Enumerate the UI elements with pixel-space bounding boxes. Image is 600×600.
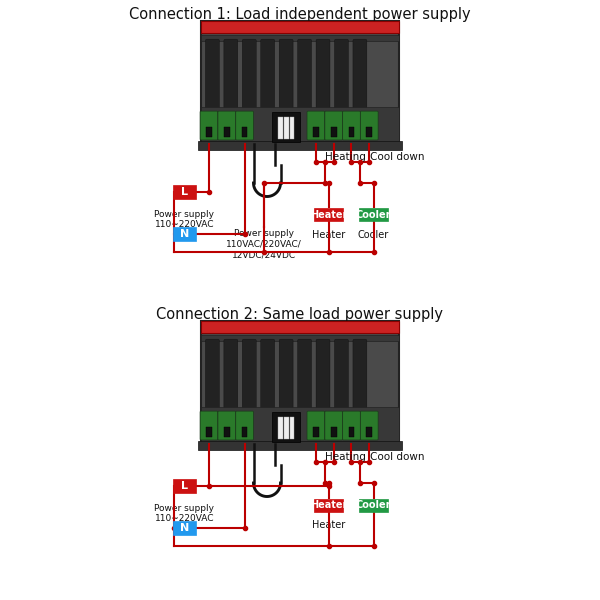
FancyBboxPatch shape <box>353 339 367 409</box>
Text: Connection 1: Load independent power supply: Connection 1: Load independent power sup… <box>129 7 471 22</box>
Bar <box>278 417 283 439</box>
FancyBboxPatch shape <box>261 339 275 409</box>
Bar <box>201 407 399 444</box>
Bar <box>206 127 212 137</box>
FancyBboxPatch shape <box>242 339 256 409</box>
FancyBboxPatch shape <box>279 39 293 109</box>
Text: L: L <box>181 481 188 491</box>
FancyBboxPatch shape <box>200 411 218 440</box>
Bar <box>313 427 319 437</box>
Text: Cool down: Cool down <box>371 452 425 463</box>
FancyBboxPatch shape <box>173 521 196 535</box>
FancyBboxPatch shape <box>236 411 253 440</box>
Bar <box>224 127 230 137</box>
Bar <box>284 117 289 139</box>
Text: Cooler: Cooler <box>356 500 391 511</box>
FancyBboxPatch shape <box>307 111 325 140</box>
Bar <box>331 427 337 437</box>
Bar <box>290 417 295 439</box>
Text: Heater: Heater <box>310 500 347 511</box>
Text: Heater: Heater <box>312 520 345 530</box>
Bar <box>201 35 399 41</box>
FancyBboxPatch shape <box>325 411 343 440</box>
Text: Connection 2: Same load power supply: Connection 2: Same load power supply <box>157 307 443 323</box>
FancyBboxPatch shape <box>335 339 349 409</box>
FancyBboxPatch shape <box>218 111 236 140</box>
Bar <box>290 117 295 139</box>
Bar <box>201 321 399 334</box>
FancyBboxPatch shape <box>173 479 196 493</box>
Bar <box>367 427 372 437</box>
Bar <box>201 107 399 144</box>
FancyBboxPatch shape <box>353 39 367 109</box>
Bar <box>198 441 402 450</box>
Text: L: L <box>181 187 188 197</box>
FancyBboxPatch shape <box>236 111 253 140</box>
Text: Power supply
110VAC/220VAC/
12VDC/24VDC: Power supply 110VAC/220VAC/ 12VDC/24VDC <box>226 229 302 259</box>
FancyBboxPatch shape <box>242 39 256 109</box>
FancyBboxPatch shape <box>325 111 343 140</box>
FancyBboxPatch shape <box>298 339 311 409</box>
Bar <box>272 112 300 142</box>
Bar <box>367 127 372 137</box>
Bar <box>206 427 212 437</box>
Text: N: N <box>180 229 189 239</box>
Text: Power supply
110~220VAC: Power supply 110~220VAC <box>155 210 215 229</box>
FancyBboxPatch shape <box>224 339 238 409</box>
FancyBboxPatch shape <box>298 39 311 109</box>
FancyBboxPatch shape <box>200 111 218 140</box>
Bar <box>201 21 399 144</box>
FancyBboxPatch shape <box>316 339 330 409</box>
Text: Cooler: Cooler <box>358 229 389 239</box>
FancyBboxPatch shape <box>173 185 196 199</box>
FancyBboxPatch shape <box>361 111 378 140</box>
FancyBboxPatch shape <box>205 39 220 109</box>
Bar <box>278 117 283 139</box>
FancyBboxPatch shape <box>205 339 220 409</box>
Text: Cooler: Cooler <box>356 209 391 220</box>
Bar <box>284 417 289 439</box>
Text: Power supply
110~220VAC: Power supply 110~220VAC <box>155 504 215 523</box>
FancyBboxPatch shape <box>343 411 360 440</box>
Bar <box>242 427 247 437</box>
Text: Heater: Heater <box>312 229 345 239</box>
Bar <box>201 321 399 444</box>
Text: Heating: Heating <box>325 452 367 463</box>
FancyBboxPatch shape <box>314 208 343 221</box>
Bar <box>201 21 399 33</box>
Bar <box>201 335 399 341</box>
FancyBboxPatch shape <box>361 411 378 440</box>
FancyBboxPatch shape <box>261 39 275 109</box>
Bar <box>349 427 355 437</box>
Bar <box>349 127 355 137</box>
Bar <box>272 412 300 442</box>
Text: Cool down: Cool down <box>371 152 425 163</box>
Bar <box>224 427 230 437</box>
FancyBboxPatch shape <box>173 227 196 241</box>
Bar <box>198 141 402 150</box>
Bar <box>242 127 247 137</box>
FancyBboxPatch shape <box>307 411 325 440</box>
FancyBboxPatch shape <box>359 499 388 512</box>
FancyBboxPatch shape <box>335 39 349 109</box>
FancyBboxPatch shape <box>279 339 293 409</box>
FancyBboxPatch shape <box>218 411 236 440</box>
Text: Heater: Heater <box>310 209 347 220</box>
FancyBboxPatch shape <box>359 208 388 221</box>
Text: N: N <box>180 523 189 533</box>
FancyBboxPatch shape <box>224 39 238 109</box>
Text: Heating: Heating <box>325 152 367 163</box>
Bar <box>313 127 319 137</box>
FancyBboxPatch shape <box>314 499 343 512</box>
FancyBboxPatch shape <box>316 39 330 109</box>
FancyBboxPatch shape <box>343 111 360 140</box>
Bar <box>331 127 337 137</box>
